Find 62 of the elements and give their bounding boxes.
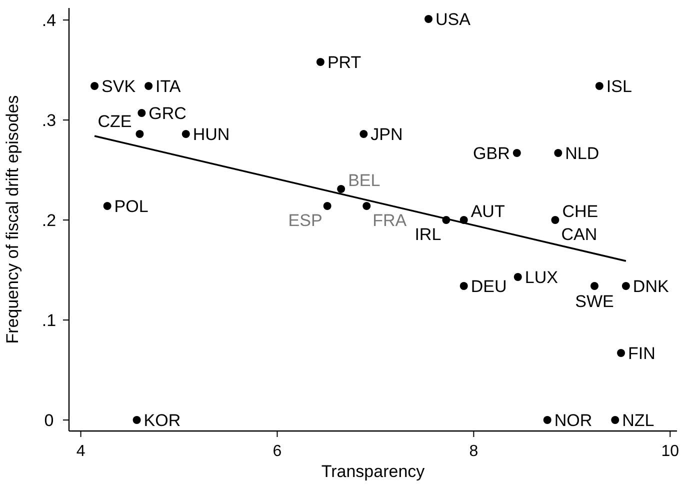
x-tick-label: 10 [661, 443, 680, 460]
x-tick-label: 4 [76, 443, 86, 460]
annotation: PRT [327, 53, 362, 72]
annotation: ITA [156, 77, 182, 96]
x-axis-title: Transparency [321, 462, 426, 481]
point [182, 130, 190, 138]
y-tick-label: .2 [42, 210, 56, 230]
annotation: GRC [148, 104, 186, 123]
annotation: GBR [473, 144, 510, 163]
annotation: JPN [370, 125, 403, 144]
annotation: DNK [632, 277, 670, 296]
annotation: AUT [470, 202, 505, 221]
point [424, 15, 432, 23]
annotation: ESP [288, 211, 322, 230]
point [512, 149, 521, 157]
annotation: DEU [470, 277, 507, 296]
point [337, 185, 346, 193]
point [611, 416, 620, 424]
annotation: USA [435, 10, 472, 29]
annotation: CZE [98, 112, 132, 131]
point [551, 216, 560, 224]
point [132, 416, 141, 424]
x-tick-label: 6 [272, 443, 282, 460]
annotation: FRA [372, 211, 408, 230]
annotation: POL [114, 197, 148, 216]
annotation: CHE [562, 202, 598, 221]
point [362, 202, 371, 210]
annotation: SVK [102, 77, 136, 96]
point [90, 82, 99, 90]
annotation: CAN [561, 225, 598, 244]
annotation: IRL [414, 225, 442, 244]
annotation: NZL [622, 411, 654, 430]
y-tick-label: .3 [42, 110, 56, 130]
point [590, 282, 598, 290]
point [617, 349, 626, 357]
point [460, 282, 468, 290]
point [595, 82, 604, 90]
point [316, 58, 324, 66]
point [360, 130, 368, 138]
point [144, 82, 153, 90]
point [514, 273, 522, 281]
y-tick-label: 0 [44, 410, 54, 430]
annotation: BEL [348, 171, 380, 190]
x-tick-label: 8 [469, 443, 478, 460]
y-tick-label: .4 [42, 10, 56, 30]
annotation: SWE [575, 292, 614, 311]
point [103, 202, 112, 210]
annotation: HUN [192, 125, 230, 144]
point [543, 416, 552, 424]
y-tick-label: .1 [42, 310, 56, 330]
annotation: FIN [628, 344, 656, 363]
point [136, 130, 144, 138]
y-axis-title: Frequency of fiscal drift episodes [3, 95, 22, 344]
annotation: NOR [554, 411, 592, 430]
point [622, 282, 630, 290]
annotation: LUX [524, 268, 558, 287]
point [138, 109, 146, 117]
annotation: NLD [565, 144, 600, 163]
annotation: KOR [144, 411, 181, 430]
point [554, 149, 562, 157]
point [323, 202, 332, 210]
annotation: ISL [606, 77, 632, 96]
